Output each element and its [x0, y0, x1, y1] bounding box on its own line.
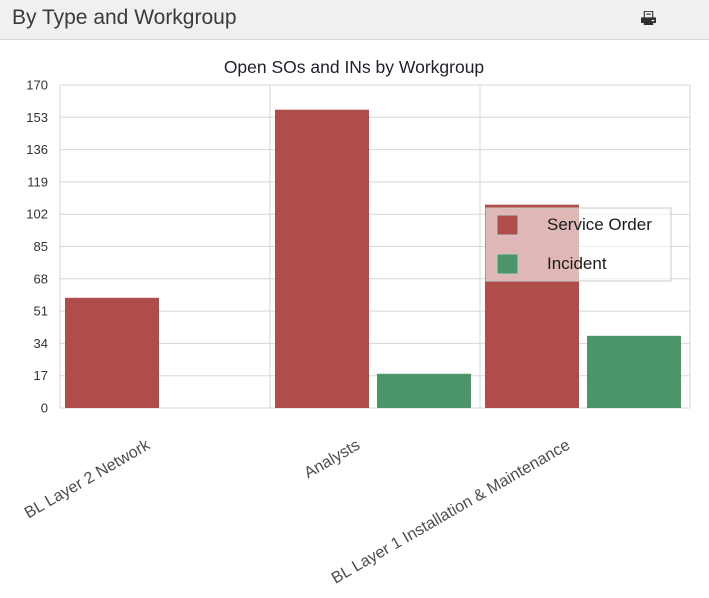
svg-text:34: 34 — [34, 336, 48, 351]
svg-text:136: 136 — [26, 142, 48, 157]
svg-text:85: 85 — [34, 239, 48, 254]
svg-text:Service Order: Service Order — [547, 215, 652, 234]
svg-text:153: 153 — [26, 110, 48, 125]
svg-text:51: 51 — [34, 304, 48, 319]
svg-text:Incident: Incident — [547, 254, 607, 273]
svg-text:Open SOs and INs by Workgroup: Open SOs and INs by Workgroup — [224, 57, 484, 77]
svg-text:102: 102 — [26, 207, 48, 222]
svg-text:17: 17 — [34, 368, 48, 383]
svg-text:119: 119 — [27, 174, 48, 189]
svg-text:Analysts: Analysts — [301, 436, 363, 482]
svg-text:BL Layer 2 Network: BL Layer 2 Network — [21, 435, 153, 522]
svg-text:BL Layer 1 Installation & Main: BL Layer 1 Installation & Maintenance — [328, 436, 573, 588]
svg-text:68: 68 — [34, 271, 48, 286]
svg-text:0: 0 — [41, 401, 48, 416]
svg-text:170: 170 — [26, 78, 48, 93]
